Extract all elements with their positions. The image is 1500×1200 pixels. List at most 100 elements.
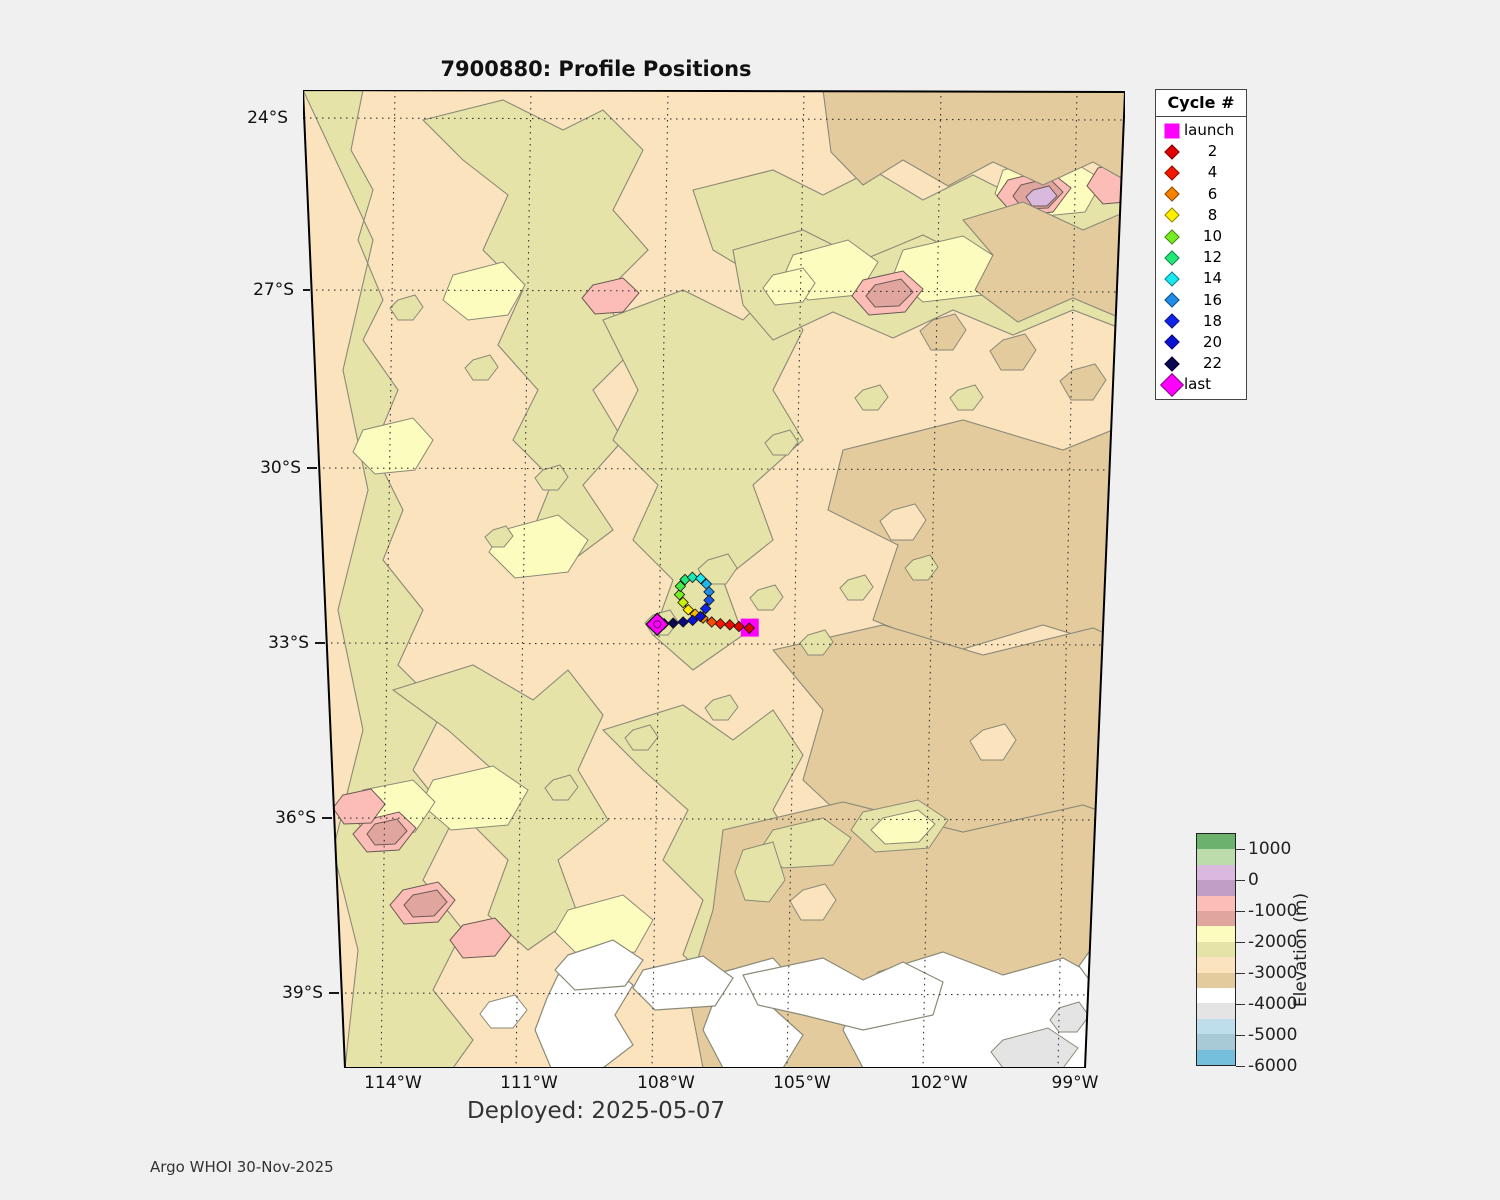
colorbar-band-2 (1197, 864, 1235, 881)
cycle-marker-8[interactable] (682, 603, 695, 616)
legend-item-18[interactable]: 18 (1156, 311, 1246, 332)
colorbar-tick-5 (1236, 1003, 1245, 1005)
diamond-marker-icon (1161, 333, 1183, 351)
cycle-marker-11[interactable] (674, 580, 687, 593)
cycle-marker-9[interactable] (677, 596, 689, 609)
legend-item-20[interactable]: 20 (1156, 332, 1246, 353)
diamond-marker-icon (1161, 312, 1183, 330)
colorbar-tick-4 (1236, 972, 1245, 974)
colorbar-band-1 (1197, 849, 1235, 865)
legend-item-22[interactable]: 22 (1156, 353, 1246, 374)
xtick-label-4: 102°W (910, 1073, 968, 1093)
diamond-marker-icon (1161, 164, 1183, 182)
colorbar-band-13 (1197, 1034, 1235, 1050)
cycle-marker-21[interactable] (677, 616, 689, 628)
ytick-label-2: 30°S (260, 458, 301, 478)
ytick-label-1: 27°S (253, 280, 294, 300)
diamond-marker-icon (1161, 228, 1183, 246)
legend-item-16[interactable]: 16 (1156, 290, 1246, 311)
colorbar-tick-0 (1236, 848, 1245, 850)
ytick-label-5: 39°S (282, 983, 323, 1003)
xtick-label-5: 99°W (1051, 1073, 1099, 1093)
legend-item-last[interactable]: last (1156, 372, 1246, 397)
colorbar-tick-label-1: 0 (1248, 869, 1259, 890)
last-marker[interactable] (645, 612, 670, 637)
legend-item-12[interactable]: 12 (1156, 247, 1246, 268)
cycle-marker-14[interactable] (694, 572, 707, 585)
cycle-legend: Cycle # launch 2 4 6 8 10 12 14 16 18 20 22 last (1155, 89, 1247, 401)
colorbar-band-14 (1197, 1049, 1235, 1066)
legend-item-label: 10 (1202, 227, 1223, 246)
ytick-label-3: 33°S (268, 633, 309, 653)
colorbar-band-12 (1197, 1018, 1235, 1035)
colorbar-band-3 (1197, 880, 1235, 896)
colorbar-title: Elevation (m) (1291, 892, 1311, 1008)
colorbar-tick-7 (1236, 1066, 1245, 1067)
diamond-marker-icon (1161, 291, 1183, 309)
axis-caption-deployed: Deployed: 2025-05-07 (466, 1098, 725, 1124)
xtick-label-1: 111°W (500, 1073, 558, 1093)
legend-item-label: 18 (1202, 311, 1223, 330)
bathymetry-map (303, 90, 1125, 1068)
elevation-colorbar[interactable]: 1000 0 -1000 -2000 -3000 -4000 -5000 -6000 Elev… (1196, 833, 1346, 1076)
colorbar-tick-label-6: -5000 (1248, 1024, 1298, 1045)
colorbar-tick-2 (1236, 910, 1245, 912)
colorbar-tick-1 (1236, 879, 1245, 881)
colorbar-band-4 (1197, 895, 1235, 912)
cycle-marker-10[interactable] (673, 588, 686, 601)
diamond-marker-icon (1161, 185, 1183, 203)
colorbar-tick-label-7: -6000 (1248, 1056, 1298, 1076)
legend-item-label: 20 (1202, 332, 1223, 351)
colorbar-gradient (1196, 833, 1236, 1066)
legend-title: Cycle # (1156, 90, 1246, 117)
colorbar-tick-label-4: -3000 (1248, 962, 1298, 983)
colorbar-tick-label-0: 1000 (1248, 838, 1292, 859)
cycle-marker-5[interactable] (705, 616, 718, 628)
legend-item-label: 6 (1207, 184, 1218, 203)
colorbar-tick-6 (1236, 1034, 1245, 1036)
legend-item-label: launch (1184, 121, 1235, 140)
cycle-marker-20[interactable] (686, 614, 699, 627)
last-marker-ring (653, 620, 662, 629)
legend-entries: launch 2 4 6 8 10 12 14 16 18 20 22 last (1156, 117, 1246, 399)
diamond-marker-icon (1161, 270, 1183, 288)
legend-item-label: 16 (1202, 290, 1223, 309)
figure-footer: Argo WHOI 30-Nov-2025 (150, 1158, 334, 1176)
colorbar-band-6 (1197, 926, 1235, 942)
diamond-marker-icon (1161, 206, 1183, 224)
colorbar-band-10 (1197, 988, 1235, 1004)
legend-item-label: 8 (1207, 205, 1218, 224)
legend-item-label: last (1184, 375, 1212, 394)
cycle-marker-17[interactable] (703, 594, 715, 607)
diamond-marker-icon (1161, 143, 1183, 161)
map-axes[interactable] (303, 90, 1125, 1068)
colorbar-band-11 (1197, 1003, 1235, 1019)
legend-item-4[interactable]: 4 (1156, 162, 1246, 183)
cycle-marker-13[interactable] (686, 571, 699, 584)
ytick-label-4: 36°S (275, 808, 316, 828)
cycle-marker-19[interactable] (694, 610, 707, 623)
legend-item-14[interactable]: 14 (1156, 268, 1246, 289)
cycle-marker-1[interactable] (743, 622, 756, 634)
colorbar-tick-3 (1236, 941, 1245, 943)
diamond-marker-icon (1161, 249, 1183, 267)
colorbar-band-0 (1197, 834, 1235, 850)
legend-item-10[interactable]: 10 (1156, 226, 1246, 247)
legend-item-6[interactable]: 6 (1156, 184, 1246, 205)
legend-item-label: 14 (1202, 269, 1223, 288)
legend-item-label: 4 (1207, 163, 1218, 182)
legend-item-2[interactable]: 2 (1156, 141, 1246, 162)
cycle-marker-18[interactable] (699, 602, 712, 615)
diamond-marker-icon (1161, 355, 1183, 373)
legend-item-launch[interactable]: launch (1156, 120, 1246, 141)
xtick-label-0: 114°W (364, 1073, 422, 1093)
colorbar-tick-label-2: -1000 (1248, 900, 1298, 921)
colorbar-band-5 (1197, 911, 1235, 927)
legend-item-label: 22 (1202, 354, 1223, 373)
cycle-marker-3[interactable] (724, 619, 736, 631)
legend-item-8[interactable]: 8 (1156, 205, 1246, 226)
xtick-label-2: 108°W (637, 1073, 695, 1093)
cycle-marker-22[interactable] (667, 617, 679, 629)
colorbar-band-9 (1197, 972, 1235, 989)
